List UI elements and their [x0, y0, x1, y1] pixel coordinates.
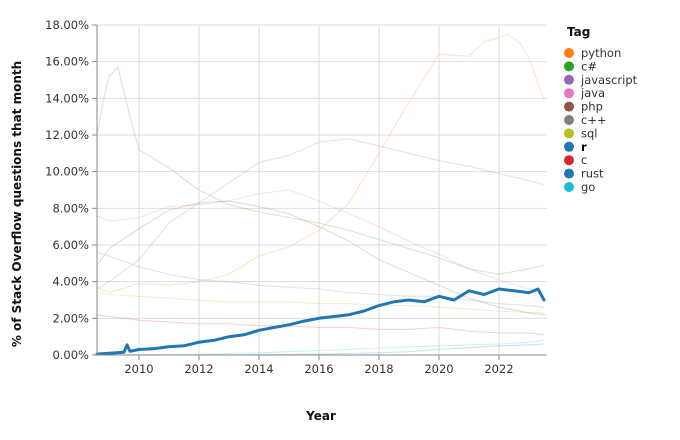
legend-label: sql	[581, 126, 598, 140]
series-line-c	[96, 314, 545, 336]
series-line-sql	[96, 292, 545, 314]
series-line-c-	[96, 66, 545, 275]
y-tick-label: 14.00%	[45, 91, 89, 105]
legend-label: javascript	[580, 73, 638, 87]
series-faded-group	[96, 33, 545, 356]
legend-label: java	[580, 86, 605, 100]
legend-label: go	[581, 180, 595, 194]
y-tick-label: 12.00%	[45, 128, 89, 142]
series-line-go	[96, 339, 545, 356]
series-line-python	[96, 33, 545, 294]
x-tick-label: 2016	[304, 362, 333, 376]
legend-label: r	[581, 140, 587, 154]
y-tick-label: 4.00%	[52, 275, 89, 289]
y-tick-label: 16.00%	[45, 55, 89, 69]
legend-swatch	[564, 115, 574, 125]
legend-swatch	[564, 168, 574, 179]
legend-label: rust	[581, 167, 604, 181]
series-line-php	[96, 200, 545, 316]
y-axis-title: % of Stack Overflow questions that month	[10, 61, 24, 347]
grid	[97, 24, 547, 356]
legend-swatch	[564, 61, 574, 72]
legend-label: c#	[581, 59, 597, 73]
legend-swatch	[564, 74, 574, 85]
legend: Tag pythonc#javascriptjavaphpc++sqlrcrus…	[564, 25, 638, 194]
y-tick-label: 18.00%	[45, 18, 89, 32]
legend-label: python	[581, 46, 621, 60]
y-tick-label: 2.00%	[52, 311, 89, 325]
legend-swatch	[564, 182, 574, 192]
legend-swatch	[564, 101, 574, 112]
x-tick-label: 2020	[424, 362, 453, 376]
legend-label: php	[581, 100, 603, 114]
legend-label: c++	[581, 113, 607, 127]
series-highlight-group	[95, 287, 546, 356]
x-tick-label: 2018	[364, 362, 393, 376]
series-line-javascript	[96, 138, 545, 290]
x-axis-title: Year	[305, 409, 336, 423]
x-tick-label: 2010	[124, 362, 153, 376]
y-tick-label: 0.00%	[52, 348, 89, 362]
axes: 0.00% 2.00% 4.00% 6.00% 8.00% 10.00% 12.00% 14.…	[45, 18, 547, 376]
series-line-r	[95, 287, 546, 356]
x-tick-label: 2012	[184, 362, 213, 376]
legend-swatch	[564, 88, 574, 99]
legend-label: c	[581, 153, 587, 167]
legend-swatch	[564, 155, 574, 166]
x-tick-label: 2014	[244, 362, 273, 376]
y-tick-label: 10.00%	[45, 165, 89, 179]
series-line-c-	[96, 251, 545, 308]
series-line-rust	[96, 343, 545, 356]
x-tick-label: 2022	[484, 362, 513, 376]
legend-title: Tag	[567, 25, 590, 39]
series-line-java	[96, 189, 545, 294]
legend-swatch	[564, 141, 574, 152]
y-tick-label: 6.00%	[52, 238, 89, 252]
legend-swatch	[564, 48, 574, 58]
legend-swatch	[564, 128, 574, 139]
y-tick-label: 8.00%	[52, 201, 89, 215]
